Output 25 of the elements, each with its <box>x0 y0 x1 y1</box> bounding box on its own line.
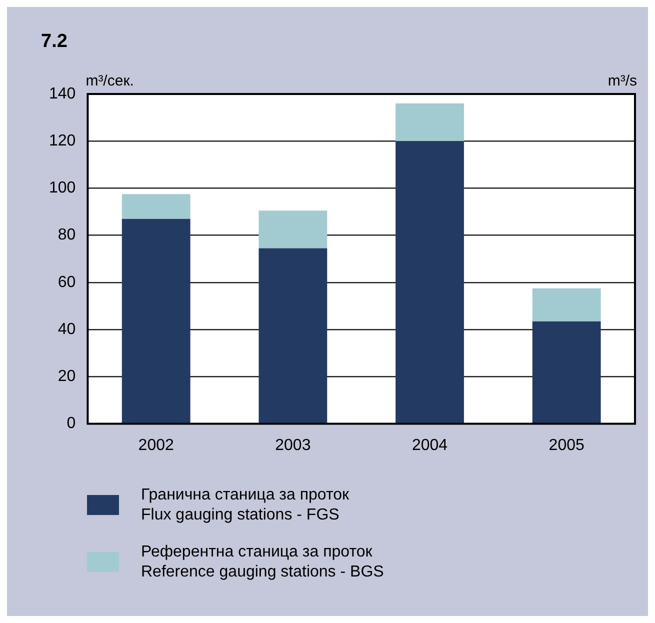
bar <box>532 321 601 424</box>
y-axis-title: m³/сек. <box>86 72 134 90</box>
bar <box>122 218 190 424</box>
bar <box>396 141 464 424</box>
chart-title: 7.2 <box>41 31 68 53</box>
y-tick-label: 60 <box>58 274 76 291</box>
y2-axis-title: m³/s <box>608 72 637 90</box>
y-tick-label: 120 <box>48 132 76 150</box>
x-tick-label: 2005 <box>548 436 584 454</box>
bar <box>532 288 601 322</box>
legend-label: Референтна станица за проток Reference gauging stations - BGS <box>141 543 384 580</box>
y-tick-label: 0 <box>66 415 76 432</box>
bar <box>258 210 328 248</box>
y-tick-label: 100 <box>48 180 76 197</box>
x-tick-label: 2004 <box>412 436 448 454</box>
y-tick-label: 80 <box>58 226 76 244</box>
bar <box>258 248 328 424</box>
x-tick-label: 2002 <box>138 436 174 454</box>
x-tick-label: 2003 <box>275 436 311 454</box>
y-tick-label: 20 <box>58 368 76 386</box>
y-tick-label: 40 <box>58 320 76 338</box>
legend-label: Гранична станица за проток Flux gauging stations - FGS <box>141 486 350 524</box>
bar <box>396 103 464 142</box>
bar <box>122 194 190 219</box>
y-tick-label: 140 <box>48 85 76 102</box>
